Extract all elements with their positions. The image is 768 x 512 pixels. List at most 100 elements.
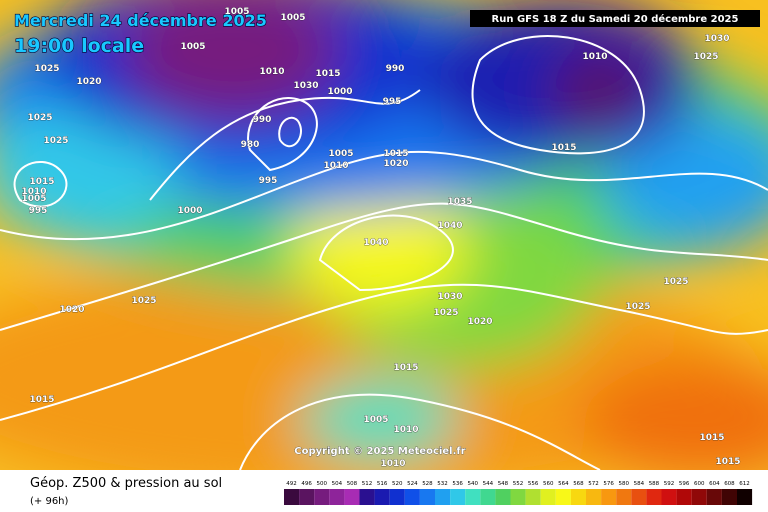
isobar-label: 1025 <box>131 296 156 306</box>
scale-label: 524 <box>407 481 418 487</box>
isobar-label: 995 <box>259 176 278 186</box>
isobar-label: 1015 <box>715 457 740 467</box>
color-swatch <box>389 489 405 505</box>
color-swatch <box>570 489 586 505</box>
isobar-label: 1025 <box>43 136 68 146</box>
color-swatch <box>601 489 617 505</box>
scale-label: 548 <box>498 481 509 487</box>
isobar-label: 1010 <box>259 67 284 77</box>
scale-label: 556 <box>528 481 539 487</box>
date: Mercredi 24 décembre 2025 <box>14 11 267 30</box>
color-swatch <box>299 489 315 505</box>
isobar-label: 1020 <box>383 159 408 169</box>
scale-label: 612 <box>739 481 750 487</box>
color-swatch <box>646 489 662 505</box>
scale-label: 500 <box>317 481 328 487</box>
isobar-label: 1015 <box>29 177 54 187</box>
color-swatch <box>284 489 300 505</box>
color-swatch <box>661 489 677 505</box>
isobar-label: 1020 <box>467 317 492 327</box>
scale-label: 576 <box>603 481 614 487</box>
scale-label: 584 <box>634 481 645 487</box>
color-swatch <box>706 489 722 505</box>
map-background <box>0 0 768 500</box>
isobar-label: 1025 <box>693 52 718 62</box>
scale-label: 532 <box>437 481 448 487</box>
isobar-label: 990 <box>253 115 272 125</box>
color-swatch <box>419 489 435 505</box>
isobar-label: 1005 <box>363 415 388 425</box>
isobar-label: 1015 <box>315 69 340 79</box>
isobar-label: 1015 <box>383 149 408 159</box>
scale-label: 528 <box>422 481 433 487</box>
isobar-label: 980 <box>241 140 260 150</box>
scale-label: 592 <box>664 481 675 487</box>
isobar-label: 1010 <box>393 425 418 435</box>
footer-title: Géop. Z500 & pression au sol <box>30 476 222 491</box>
isobar-label: 1000 <box>177 206 202 216</box>
scale-label: 520 <box>392 481 403 487</box>
isobar-label: 1020 <box>76 77 101 87</box>
isobar-label: 1015 <box>699 433 724 443</box>
isobar-label: 1005 <box>180 42 205 52</box>
scale-label: 596 <box>679 481 690 487</box>
isobar-label: 1030 <box>704 34 729 44</box>
scale-label: 540 <box>468 481 479 487</box>
color-swatch <box>344 489 360 505</box>
isobar-label: 995 <box>29 206 48 216</box>
isobar-label: 1015 <box>393 363 418 373</box>
scale-label: 516 <box>377 481 388 487</box>
scale-label: 508 <box>347 481 358 487</box>
color-swatch <box>691 489 707 505</box>
scale-label: 564 <box>558 481 569 487</box>
run-box <box>470 10 760 27</box>
isobar-label: 1005 <box>21 194 46 204</box>
isobar-label: 1035 <box>447 197 472 207</box>
color-swatch <box>359 489 375 505</box>
color-swatch <box>450 489 466 505</box>
isobar-label: 1000 <box>327 87 352 97</box>
color-swatch <box>329 489 345 505</box>
scale-label: 600 <box>694 481 705 487</box>
scale-label: 568 <box>573 481 584 487</box>
scale-label: 580 <box>619 481 630 487</box>
scale-label: 512 <box>362 481 373 487</box>
color-swatch <box>374 489 390 505</box>
isobar-label: 1010 <box>21 187 46 197</box>
isobar-label: 1010 <box>323 161 348 171</box>
isobar-label: 1025 <box>663 277 688 287</box>
scale-label: 496 <box>301 481 312 487</box>
isobar-label: 1030 <box>437 292 462 302</box>
color-swatch <box>586 489 602 505</box>
isobar-label: 1005 <box>328 149 353 159</box>
run-info: Run GFS 18 Z du Samedi 20 décembre 2025 <box>492 13 739 25</box>
footer-subtitle: (+ 96h) <box>30 496 69 507</box>
isobar-label: 1015 <box>29 395 54 405</box>
scale-label: 504 <box>332 481 343 487</box>
color-swatch <box>510 489 526 505</box>
color-swatch <box>721 489 737 505</box>
color-swatch <box>631 489 647 505</box>
scale-label: 492 <box>286 481 297 487</box>
isobar-label: 1020 <box>59 305 84 315</box>
scale-label: 572 <box>588 481 599 487</box>
scale-label: 560 <box>543 481 554 487</box>
isobar-label: 1025 <box>34 64 59 74</box>
isobar-label: 990 <box>386 64 405 74</box>
color-swatch <box>480 489 496 505</box>
isobar-label: 1005 <box>224 7 249 17</box>
isobar-label: 1030 <box>293 81 318 91</box>
color-swatch <box>737 489 753 505</box>
isobar-label: 1040 <box>363 238 388 248</box>
time: 19:00 locale <box>14 35 144 57</box>
color-swatch <box>540 489 556 505</box>
color-swatch <box>495 489 511 505</box>
isobar-label: 1010 <box>380 459 405 469</box>
isobar-label: 1010 <box>582 52 607 62</box>
isobar-label: 995 <box>383 97 402 107</box>
copyright: Copyright © 2025 Meteociel.fr <box>294 446 465 457</box>
isobar-label: 1025 <box>625 302 650 312</box>
color-swatch <box>435 489 451 505</box>
isobar-label: 1015 <box>551 143 576 153</box>
